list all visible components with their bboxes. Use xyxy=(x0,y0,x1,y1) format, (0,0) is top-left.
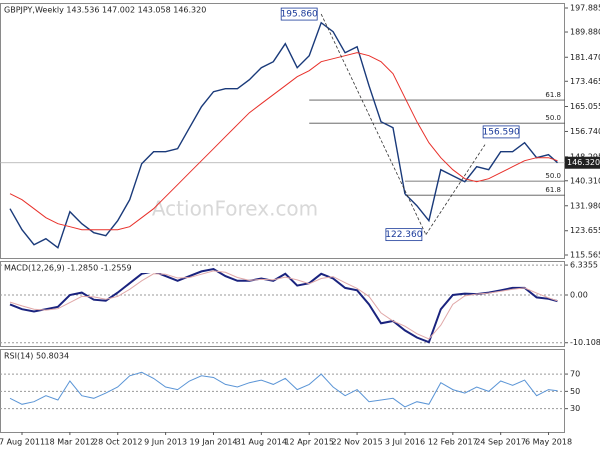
x-tick-label: 12 Feb 2017 xyxy=(428,438,478,447)
title-bg xyxy=(2,350,192,361)
series-line xyxy=(9,270,558,340)
x-tick-label: 7 Aug 2011 xyxy=(0,438,45,447)
watermark: ActionForex.com xyxy=(152,197,318,221)
y-tick-label: 123.655 xyxy=(570,226,600,235)
callout-label: 122.360 xyxy=(385,230,422,240)
y-tick-label: 181.470 xyxy=(570,53,600,62)
x-tick-label: 3 Jul 2016 xyxy=(385,438,425,447)
trend-line xyxy=(425,144,486,235)
series-line xyxy=(9,52,558,231)
callout-label: 195.860 xyxy=(281,10,318,20)
x-tick-label: 22 Nov 2015 xyxy=(331,438,382,447)
y-tick-label: 156.740 xyxy=(570,127,600,136)
panel-title: RSI(14) 50.8034 xyxy=(4,352,69,361)
trend-line xyxy=(320,13,427,235)
x-tick-label: 9 Jun 2013 xyxy=(144,438,187,447)
callout-label: 156.590 xyxy=(483,127,520,137)
x-tick-label: 12 Apr 2015 xyxy=(284,438,333,447)
y-tick-label: 197.885 xyxy=(570,3,600,12)
title-bg xyxy=(2,4,192,15)
x-tick-label: 31 Aug 2014 xyxy=(236,438,287,447)
x-tick-label: 28 Oct 2012 xyxy=(93,438,142,447)
fib-label: 50.0 xyxy=(545,114,561,122)
x-tick-label: 19 Jan 2014 xyxy=(189,438,237,447)
y-tick-label: -10.1082 xyxy=(570,338,600,347)
y-tick-label: 6.3355 xyxy=(570,261,598,270)
title-bg xyxy=(2,262,192,273)
panel-title: GBPJPY,Weekly 143.536 147.002 143.058 14… xyxy=(4,6,206,15)
panel-title: MACD(12,26,9) -1.2850 -1.2559 xyxy=(4,264,132,273)
fib-label: 61.8 xyxy=(545,91,561,99)
fib-label: 61.8 xyxy=(545,186,561,194)
y-tick-label: 131.980 xyxy=(570,201,600,210)
series-line xyxy=(9,267,558,344)
y-tick-label: 0.00 xyxy=(570,291,588,300)
panel-frame xyxy=(0,3,565,259)
series-line xyxy=(9,371,558,408)
y-tick-label: 140.310 xyxy=(570,176,600,185)
y-tick-label: 173.465 xyxy=(570,77,600,86)
x-tick-label: 18 Mar 2012 xyxy=(45,438,96,447)
callout-box xyxy=(385,228,423,242)
y-tick-label: 30 xyxy=(570,404,580,413)
x-tick-label: 6 May 2018 xyxy=(525,438,572,447)
callout-box xyxy=(482,125,520,139)
fib-label: 50.0 xyxy=(545,172,561,180)
y-tick-label: 70 xyxy=(570,370,580,379)
series-line xyxy=(9,21,558,249)
x-tick-label: 24 Sep 2017 xyxy=(475,438,526,447)
callout-box xyxy=(280,7,318,21)
price-marker xyxy=(565,156,600,169)
panel-frame xyxy=(0,261,565,347)
y-tick-label: 50 xyxy=(570,387,580,396)
y-tick-label: 115.565 xyxy=(570,251,600,260)
y-tick-label: 165.055 xyxy=(570,102,600,111)
price-marker-label: 146.320 xyxy=(567,158,600,167)
y-tick-label: 189.880 xyxy=(570,28,600,37)
